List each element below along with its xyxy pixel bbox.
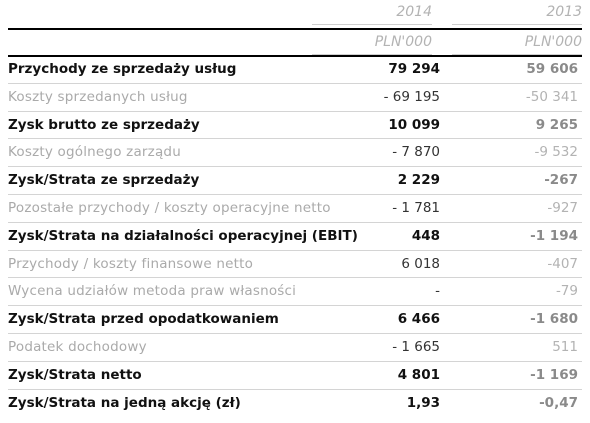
row-value-2014: - 1 781	[392, 199, 440, 216]
row-value-2013: -927	[547, 199, 578, 216]
table-body: Przychody ze sprzedaży usług 79 294 59 6…	[8, 56, 582, 417]
row-label: Zysk/Strata na działalności operacyjnej …	[8, 227, 358, 244]
row-value-2014: 1,93	[406, 394, 440, 411]
row-label: Przychody / koszty finansowe netto	[8, 255, 254, 272]
table-row: Zysk/Strata netto 4 801 -1 169	[8, 362, 582, 390]
table-row: Zysk brutto ze sprzedaży 10 099 9 265	[8, 112, 582, 140]
table-top-divider	[8, 55, 582, 57]
row-value-2013: -1 194	[530, 227, 578, 244]
row-value-2013: -79	[555, 283, 578, 300]
unit-header-row: PLN'000 PLN'000	[0, 30, 590, 56]
row-value-2013: -1 680	[530, 311, 578, 328]
table-row: Przychody ze sprzedaży usług 79 294 59 6…	[8, 56, 582, 84]
row-label: Zysk/Strata na jedną akcję (zł)	[8, 394, 241, 411]
row-label: Zysk/Strata ze sprzedaży	[8, 172, 200, 189]
row-label: Koszty ogólnego zarządu	[8, 144, 181, 161]
row-value-2014: 6 018	[401, 255, 440, 272]
row-value-2014: -	[435, 283, 440, 300]
table-row: Zysk/Strata na działalności operacyjnej …	[8, 223, 582, 251]
table-row: Koszty sprzedanych usług - 69 195 -50 34…	[8, 84, 582, 112]
table-row: Koszty ogólnego zarządu - 7 870 -9 532	[8, 139, 582, 168]
table-row: Zysk/Strata na jedną akcję (zł) 1,93 -0,…	[8, 390, 582, 418]
year-2014-header: 2014	[312, 0, 432, 25]
row-value-2014: - 7 870	[392, 144, 440, 161]
row-value-2014: - 1 665	[392, 338, 440, 355]
row-value-2013: 59 606	[526, 61, 578, 77]
table-row: Zysk/Strata przed opodatkowaniem 6 466 -…	[8, 306, 582, 334]
row-value-2013: -9 532	[534, 144, 578, 161]
header-divider	[8, 28, 582, 30]
row-value-2013: -407	[547, 255, 578, 272]
year-header-row: 2014 2013	[0, 0, 590, 26]
row-label: Przychody ze sprzedaży usług	[8, 61, 237, 77]
row-label: Wycena udziałów metoda praw własności	[8, 283, 297, 300]
row-label: Koszty sprzedanych usług	[8, 88, 188, 105]
row-value-2013: 511	[552, 338, 578, 355]
row-value-2013: -0,47	[539, 394, 578, 411]
row-value-2013: -1 169	[530, 366, 578, 383]
row-label: Podatek dochodowy	[8, 338, 147, 355]
row-value-2013: -50 341	[525, 88, 578, 105]
row-value-2014: 79 294	[388, 61, 440, 77]
table-row: Zysk/Strata ze sprzedaży 2 229 -267	[8, 167, 582, 195]
row-value-2013: 9 265	[535, 116, 578, 133]
row-value-2014: 4 801	[397, 366, 440, 383]
row-value-2014: 10 099	[388, 116, 440, 133]
row-value-2014: 448	[411, 227, 440, 244]
row-value-2013: -267	[544, 172, 578, 189]
unit-2013-header: PLN'000	[452, 30, 582, 55]
table-row: Podatek dochodowy - 1 665 511	[8, 334, 582, 362]
row-value-2014: 2 229	[397, 172, 440, 189]
year-2013-header: 2013	[452, 0, 582, 25]
unit-2014-header: PLN'000	[312, 30, 432, 55]
row-label: Pozostałe przychody / koszty operacyjne …	[8, 199, 331, 216]
row-label: Zysk/Strata przed opodatkowaniem	[8, 311, 279, 328]
table-row: Pozostałe przychody / koszty operacyjne …	[8, 195, 582, 223]
row-label: Zysk/Strata netto	[8, 366, 142, 383]
row-value-2014: 6 466	[397, 311, 440, 328]
row-value-2014: - 69 195	[383, 88, 440, 105]
table-row: Wycena udziałów metoda praw własności - …	[8, 278, 582, 307]
table-row: Przychody / koszty finansowe netto 6 018…	[8, 251, 582, 279]
row-label: Zysk brutto ze sprzedaży	[8, 116, 200, 133]
